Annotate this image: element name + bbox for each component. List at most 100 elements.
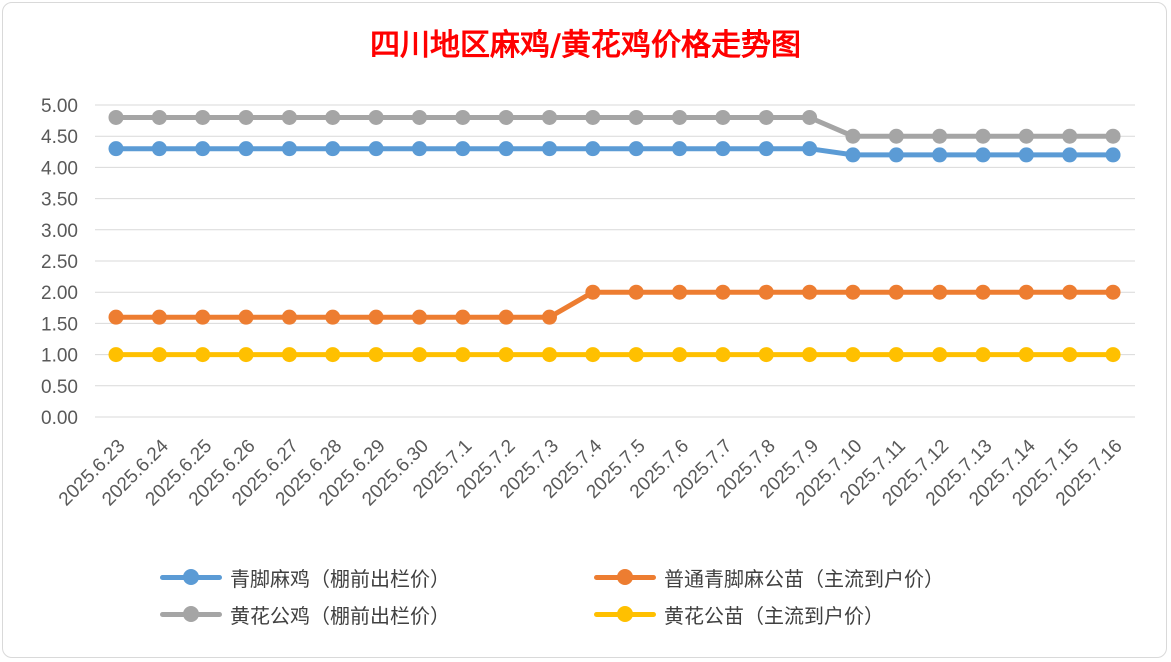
data-point[interactable]	[932, 284, 948, 300]
data-point[interactable]	[411, 109, 427, 125]
data-point[interactable]	[195, 309, 211, 325]
data-point[interactable]	[888, 147, 904, 163]
data-point[interactable]	[888, 347, 904, 363]
data-point[interactable]	[1018, 347, 1034, 363]
data-point[interactable]	[1062, 347, 1078, 363]
data-point[interactable]	[108, 141, 124, 157]
data-point[interactable]	[758, 109, 774, 125]
data-point[interactable]	[151, 347, 167, 363]
data-point[interactable]	[108, 347, 124, 363]
data-point[interactable]	[498, 141, 514, 157]
data-point[interactable]	[151, 109, 167, 125]
data-point[interactable]	[585, 141, 601, 157]
y-tick-label: 5.00	[41, 96, 78, 117]
data-point[interactable]	[325, 141, 341, 157]
data-point[interactable]	[628, 347, 644, 363]
data-point[interactable]	[325, 109, 341, 125]
data-point[interactable]	[1062, 147, 1078, 163]
data-point[interactable]	[845, 128, 861, 144]
data-point[interactable]	[281, 141, 297, 157]
data-point[interactable]	[238, 141, 254, 157]
data-point[interactable]	[1062, 284, 1078, 300]
data-point[interactable]	[368, 347, 384, 363]
data-point[interactable]	[715, 284, 731, 300]
data-point[interactable]	[888, 128, 904, 144]
data-point[interactable]	[628, 109, 644, 125]
data-point[interactable]	[585, 109, 601, 125]
data-point[interactable]	[1105, 284, 1121, 300]
data-point[interactable]	[1018, 128, 1034, 144]
data-point[interactable]	[281, 347, 297, 363]
data-point[interactable]	[455, 347, 471, 363]
data-point[interactable]	[758, 284, 774, 300]
data-point[interactable]	[238, 309, 254, 325]
data-point[interactable]	[151, 309, 167, 325]
series-3	[108, 347, 1121, 363]
data-point[interactable]	[195, 347, 211, 363]
data-point[interactable]	[455, 141, 471, 157]
data-point[interactable]	[802, 141, 818, 157]
data-point[interactable]	[845, 284, 861, 300]
data-point[interactable]	[325, 347, 341, 363]
data-point[interactable]	[802, 109, 818, 125]
data-point[interactable]	[1105, 128, 1121, 144]
data-point[interactable]	[715, 109, 731, 125]
data-point[interactable]	[1105, 347, 1121, 363]
data-point[interactable]	[151, 141, 167, 157]
data-point[interactable]	[542, 141, 557, 157]
data-point[interactable]	[498, 309, 514, 325]
data-point[interactable]	[195, 109, 211, 125]
data-point[interactable]	[498, 109, 514, 125]
data-point[interactable]	[845, 147, 861, 163]
data-point[interactable]	[932, 128, 948, 144]
data-point[interactable]	[975, 347, 991, 363]
data-point[interactable]	[455, 109, 471, 125]
data-point[interactable]	[585, 284, 601, 300]
data-point[interactable]	[368, 141, 384, 157]
data-point[interactable]	[498, 347, 514, 363]
data-point[interactable]	[108, 109, 124, 125]
data-point[interactable]	[975, 128, 991, 144]
data-point[interactable]	[411, 347, 427, 363]
data-point[interactable]	[585, 347, 601, 363]
data-point[interactable]	[758, 347, 774, 363]
data-point[interactable]	[542, 309, 557, 325]
data-point[interactable]	[672, 284, 688, 300]
data-point[interactable]	[542, 347, 557, 363]
data-point[interactable]	[802, 347, 818, 363]
y-tick-label: 3.00	[41, 221, 78, 242]
data-point[interactable]	[628, 141, 644, 157]
data-point[interactable]	[368, 309, 384, 325]
data-point[interactable]	[888, 284, 904, 300]
data-point[interactable]	[715, 347, 731, 363]
data-point[interactable]	[195, 141, 211, 157]
data-point[interactable]	[1062, 128, 1078, 144]
data-point[interactable]	[108, 309, 124, 325]
data-point[interactable]	[932, 347, 948, 363]
data-point[interactable]	[715, 141, 731, 157]
data-point[interactable]	[411, 309, 427, 325]
data-point[interactable]	[672, 347, 688, 363]
y-tick-label: 0.50	[41, 377, 78, 398]
data-point[interactable]	[628, 284, 644, 300]
data-point[interactable]	[325, 309, 341, 325]
data-point[interactable]	[542, 109, 557, 125]
data-point[interactable]	[1018, 147, 1034, 163]
data-point[interactable]	[758, 141, 774, 157]
data-point[interactable]	[281, 109, 297, 125]
data-point[interactable]	[238, 109, 254, 125]
data-point[interactable]	[975, 147, 991, 163]
data-point[interactable]	[238, 347, 254, 363]
data-point[interactable]	[1105, 147, 1121, 163]
data-point[interactable]	[411, 141, 427, 157]
data-point[interactable]	[672, 109, 688, 125]
data-point[interactable]	[845, 347, 861, 363]
data-point[interactable]	[802, 284, 818, 300]
data-point[interactable]	[1018, 284, 1034, 300]
data-point[interactable]	[455, 309, 471, 325]
data-point[interactable]	[975, 284, 991, 300]
data-point[interactable]	[368, 109, 384, 125]
data-point[interactable]	[932, 147, 948, 163]
data-point[interactable]	[672, 141, 688, 157]
data-point[interactable]	[281, 309, 297, 325]
